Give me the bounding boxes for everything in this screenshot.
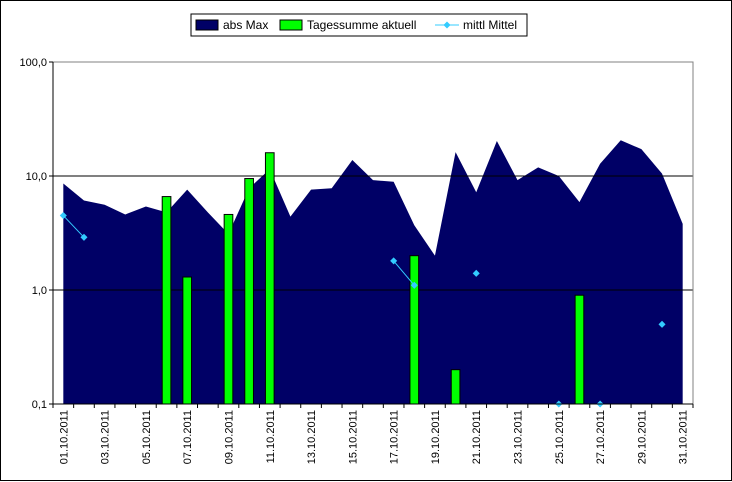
bar	[450, 369, 461, 405]
x-tick-label: 23.10.2011	[513, 410, 525, 464]
line-point	[658, 320, 666, 328]
bar	[574, 294, 585, 405]
x-tick-label: 15.10.2011	[347, 410, 359, 464]
area-abs-max	[63, 140, 683, 404]
x-tick-label: 19.10.2011	[430, 410, 442, 464]
line-point	[390, 257, 398, 265]
x-tick-label: 11.10.2011	[265, 410, 277, 463]
bar	[223, 213, 234, 405]
x-tick-label: 27.10.2011	[595, 410, 607, 464]
x-tick-label: 31.10.2011	[678, 410, 690, 464]
x-tick-label: 03.10.2011	[100, 410, 112, 464]
x-tick-label: 17.10.2011	[389, 410, 401, 464]
x-tick-label: 05.10.2011	[141, 410, 153, 464]
x-tick-label: 29.10.2011	[636, 410, 648, 464]
legend: abs Max Tagessumme aktuell mittl Mittel	[190, 13, 528, 37]
legend-swatch-tagessumme	[279, 19, 303, 31]
bar	[161, 196, 172, 405]
x-tick-label: 09.10.2011	[223, 410, 235, 464]
y-tick-label: 0,1	[32, 399, 47, 411]
bar	[182, 276, 193, 405]
bar	[409, 255, 420, 405]
line-point	[472, 269, 480, 277]
legend-box	[190, 13, 528, 37]
legend-label-mittl-mittel: mittl Mittel	[463, 18, 517, 32]
bar	[264, 152, 275, 405]
legend-label-abs-max: abs Max	[223, 18, 268, 32]
line-point	[80, 233, 88, 241]
plot-area: 0,1 1,0 10,0 100,0 01.10.2011 03.10.2011 05.10…	[19, 57, 694, 464]
legend-marker-mittl-mittel	[443, 21, 451, 29]
y-tick-label: 10,0	[26, 171, 47, 183]
line-point	[410, 281, 418, 289]
x-tick-label: 13.10.2011	[306, 410, 318, 464]
legend-swatch-abs-max	[195, 19, 219, 31]
x-tick-label: 25.10.2011	[554, 410, 566, 464]
x-tick-label: 01.10.2011	[58, 410, 70, 464]
bar	[244, 178, 254, 405]
x-tick-label: 07.10.2011	[182, 410, 194, 464]
y-tick-label: 1,0	[32, 285, 47, 297]
line-point	[59, 211, 67, 220]
x-tick-label: 21.10.2011	[471, 410, 483, 464]
legend-label-tagessumme: Tagessumme aktuell	[307, 18, 416, 32]
y-tick-label: 100,0	[19, 57, 47, 69]
line-segment	[62, 215, 85, 238]
line-segment	[393, 260, 415, 286]
